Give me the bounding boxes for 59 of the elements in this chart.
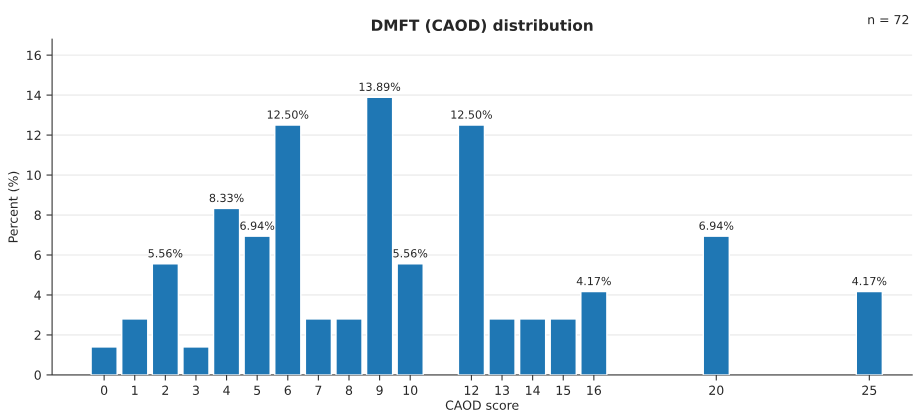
data-label: 6.94% (240, 221, 274, 230)
bar (856, 290, 884, 375)
data-label: 4.17% (852, 276, 886, 286)
data-label: 4.17% (576, 276, 611, 286)
x-tick-label: 12 (464, 386, 478, 395)
y-axis-title: Percent (%) (8, 172, 20, 242)
chart-title: DMFT (CAOD) distribution (372, 19, 592, 33)
data-label: 5.56% (393, 249, 428, 258)
x-axis-title: CAOD score (446, 400, 519, 410)
x-tick-label: 6 (284, 386, 291, 396)
data-label: 13.89% (360, 82, 400, 91)
bar (702, 236, 730, 375)
x-tick-label: 25 (862, 386, 876, 396)
y-tick-label: 4 (34, 290, 41, 300)
y-tick-label: 0 (34, 370, 41, 380)
bar (152, 263, 180, 375)
x-tick-label: 16 (587, 386, 602, 396)
bar (366, 96, 394, 375)
bar (243, 236, 271, 375)
y-tick-label: 2 (34, 330, 40, 340)
text: n = 72 (868, 14, 908, 24)
y-tick-label: 16 (27, 50, 41, 60)
x-tick-label: 8 (346, 386, 352, 396)
bar (90, 346, 118, 375)
x-tick-label: 0 (100, 386, 108, 396)
y-tick-label: 14 (27, 90, 41, 100)
bar (458, 124, 486, 375)
x-tick-label: 7 (315, 386, 322, 395)
bar (121, 318, 148, 375)
x-tick-label: 14 (526, 386, 540, 395)
bar (488, 318, 516, 375)
y-tick-label: 10 (27, 170, 41, 180)
y-tick-label: 12 (27, 130, 40, 140)
bar (212, 208, 240, 375)
x-tick-label: 4 (223, 386, 230, 395)
data-label: 12.50% (451, 110, 492, 119)
data-label: 5.56% (148, 249, 182, 258)
x-tick-label: 9 (376, 386, 383, 396)
x-tick-label: 5 (254, 386, 260, 396)
data-label: 8.33% (210, 194, 244, 202)
bar (550, 318, 577, 375)
bar (182, 346, 210, 375)
x-tick-label: 1 (132, 386, 138, 395)
x-tick-label: 2 (162, 386, 168, 395)
x-tick-label: 13 (495, 386, 509, 396)
bar (518, 318, 546, 375)
data-label: 6.94% (699, 221, 734, 230)
y-tick-label: 8 (34, 210, 41, 220)
bar (274, 124, 302, 375)
data-label: 12.50% (268, 110, 308, 119)
x-tick-label: 20 (709, 386, 724, 396)
bar (304, 318, 332, 375)
bar (335, 318, 363, 375)
bar (396, 263, 424, 375)
x-tick-label: 3 (192, 386, 199, 396)
x-tick-label: 15 (556, 386, 570, 396)
x-tick-label: 10 (404, 386, 418, 396)
bar (580, 290, 608, 375)
y-tick-label: 6 (34, 250, 41, 260)
